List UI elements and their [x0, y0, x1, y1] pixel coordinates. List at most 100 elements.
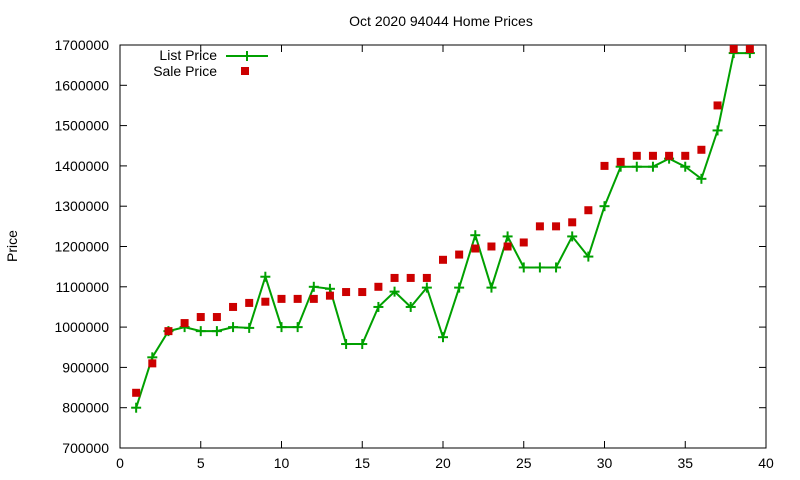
- sale-price-point: [568, 218, 577, 227]
- sale-price-point: [519, 238, 528, 247]
- sale-price-point: [148, 359, 157, 368]
- y-tick-label: 1600000: [54, 77, 109, 93]
- y-tick-label: 1500000: [54, 118, 109, 134]
- sale-price-point: [681, 151, 690, 160]
- y-axis-label: Price: [4, 230, 20, 262]
- x-tick-label: 5: [197, 455, 205, 471]
- list-price-point: [308, 281, 319, 292]
- x-tick-label: 10: [274, 455, 290, 471]
- list-price-point: [502, 231, 513, 242]
- y-tick-label: 1200000: [54, 239, 109, 255]
- y-tick-label: 800000: [62, 400, 109, 416]
- sale-price-point: [455, 250, 464, 259]
- sale-price-point: [697, 145, 706, 154]
- series-list-price: [131, 48, 755, 413]
- list-price-point: [341, 339, 352, 350]
- list-price-point: [389, 286, 400, 297]
- sale-price-point: [535, 222, 544, 231]
- sale-price-point: [616, 157, 625, 166]
- list-price-point: [470, 230, 481, 241]
- y-tick-label: 1700000: [54, 37, 109, 53]
- y-axis: 700000 800000 900000 1000000 1100000 1200000 1…: [54, 37, 766, 456]
- sale-price-point: [503, 242, 512, 251]
- sale-price-point: [552, 222, 561, 231]
- list-price-point: [680, 161, 691, 172]
- list-price-point: [647, 161, 658, 172]
- y-tick-label: 1000000: [54, 319, 109, 335]
- sale-price-point: [325, 291, 334, 300]
- list-price-point: [583, 251, 594, 262]
- list-price-point: [551, 262, 562, 273]
- sale-price-point: [600, 161, 609, 170]
- sale-price-point: [293, 294, 302, 303]
- x-tick-label: 40: [758, 455, 774, 471]
- list-price-point: [276, 322, 287, 333]
- sale-price-point: [309, 294, 318, 303]
- list-price-line: [135, 52, 750, 409]
- list-price-point: [260, 271, 271, 282]
- legend-marker-sale-price: [241, 67, 249, 75]
- sale-price-point: [729, 45, 738, 54]
- sale-price-point: [229, 302, 238, 311]
- sale-price-point: [406, 273, 415, 282]
- sale-price-point: [471, 244, 480, 253]
- legend: List Price Sale Price: [153, 47, 268, 79]
- list-price-point: [534, 262, 545, 273]
- y-tick-label: 900000: [62, 359, 109, 375]
- x-axis: 0 5 10 15 20 25 30 35 40: [116, 45, 774, 471]
- y-tick-label: 700000: [62, 440, 109, 456]
- list-price-point: [696, 173, 707, 184]
- sale-price-point: [132, 388, 141, 397]
- legend-marker-list-price: [242, 51, 252, 61]
- list-price-point: [712, 125, 723, 136]
- list-price-point: [211, 326, 222, 337]
- legend-label-sale-price: Sale Price: [153, 63, 217, 79]
- list-price-point: [373, 301, 384, 312]
- list-price-point: [438, 332, 448, 343]
- x-tick-label: 35: [677, 455, 693, 471]
- list-price-point: [357, 339, 368, 350]
- sale-price-point: [196, 313, 205, 322]
- sale-price-point: [164, 327, 173, 336]
- sale-price-point: [358, 288, 367, 297]
- list-price-point: [599, 201, 610, 212]
- chart-title: Oct 2020 94044 Home Prices: [349, 13, 533, 29]
- list-price-point: [454, 282, 465, 293]
- plot-frame: [119, 44, 767, 449]
- list-price-point: [131, 402, 142, 413]
- series-sale-price: [132, 45, 754, 397]
- list-price-point: [405, 301, 416, 312]
- legend-label-list-price: List Price: [159, 47, 217, 63]
- x-tick-label: 25: [516, 455, 532, 471]
- x-tick-label: 15: [354, 455, 370, 471]
- sale-price-point: [422, 273, 431, 282]
- x-tick-label: 30: [597, 455, 613, 471]
- sale-price-point: [632, 151, 641, 160]
- sale-price-point: [245, 298, 254, 307]
- sale-price-point: [277, 294, 286, 303]
- sale-price-point: [665, 151, 674, 160]
- list-price-point: [244, 322, 255, 333]
- y-tick-label: 1300000: [54, 198, 109, 214]
- x-tick-label: 20: [435, 455, 451, 471]
- sale-price-point: [342, 288, 351, 297]
- sale-price-point: [261, 297, 270, 306]
- sale-price-point: [713, 101, 722, 110]
- sale-price-point: [374, 282, 383, 291]
- sale-price-point: [745, 45, 754, 54]
- list-price-point: [421, 282, 432, 293]
- list-price-point: [486, 282, 497, 293]
- list-price-point: [631, 161, 642, 172]
- sale-price-point: [439, 255, 447, 264]
- sale-price-point: [180, 319, 189, 328]
- sale-price-point: [390, 273, 399, 282]
- list-price-point: [195, 326, 206, 337]
- y-tick-label: 1100000: [56, 279, 110, 295]
- sale-price-point: [487, 242, 496, 251]
- sale-price-point: [584, 206, 593, 215]
- sale-price-point: [212, 313, 221, 322]
- x-tick-label: 0: [116, 455, 124, 471]
- list-price-point: [292, 322, 303, 333]
- list-price-point: [228, 322, 239, 333]
